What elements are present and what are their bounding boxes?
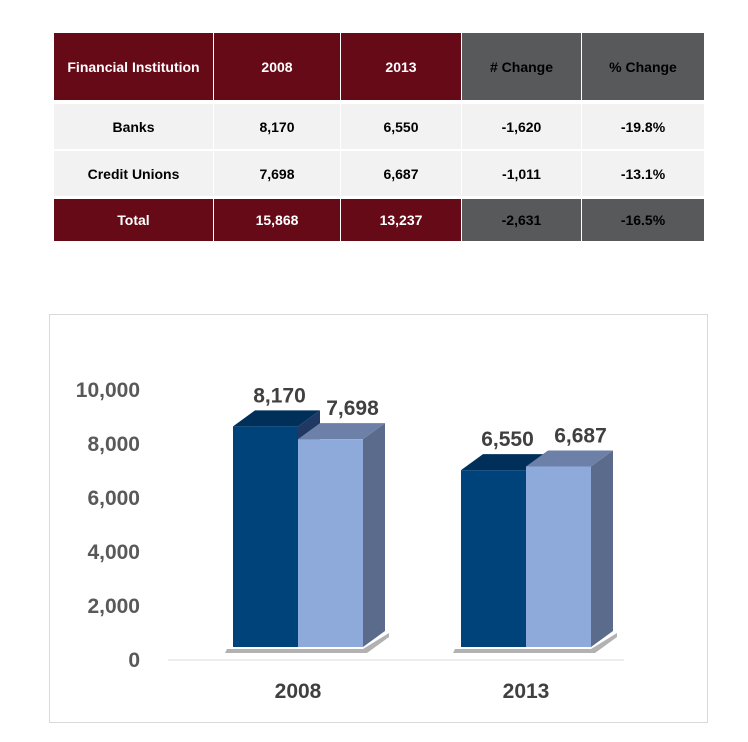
data-label: 7,698 xyxy=(326,397,379,420)
bar-side xyxy=(363,423,385,647)
bar-shadow xyxy=(225,633,389,653)
data-label: 6,550 xyxy=(481,428,534,451)
cell: -19.8% xyxy=(582,104,704,149)
cell: -13.1% xyxy=(582,151,704,196)
y-tick-label: 8,000 xyxy=(87,433,140,456)
cell: 6,687 xyxy=(341,151,462,196)
header-institution: Financial Institution xyxy=(54,33,214,100)
bar xyxy=(233,426,298,647)
x-tick-label: 2008 xyxy=(275,680,322,703)
bar xyxy=(526,466,591,647)
table-header-row: Financial Institution 2008 2013 # Change… xyxy=(54,33,704,100)
y-tick-label: 0 xyxy=(128,649,140,672)
data-label: 6,687 xyxy=(554,424,607,447)
bar-top xyxy=(526,450,613,467)
cell: -1,011 xyxy=(462,151,582,196)
bar-chart: 0 2,000 4,000 6,000 8,000 10,000 8,170 7,698 200… xyxy=(49,314,708,723)
cell: Banks xyxy=(54,104,214,149)
bar xyxy=(298,439,363,647)
table-row: Credit Unions 7,698 6,687 -1,011 -13.1% xyxy=(54,151,704,196)
y-tick-label: 10,000 xyxy=(76,379,140,402)
cell: -1,620 xyxy=(462,104,582,149)
bar-side xyxy=(591,450,613,647)
bar-shadow xyxy=(453,633,617,653)
bar-top xyxy=(461,454,548,471)
table-total-row: Total 15,868 13,237 -2,631 -16.5% xyxy=(54,199,704,241)
cell: 15,868 xyxy=(214,199,341,241)
y-tick-label: 4,000 xyxy=(87,541,140,564)
cell: 6,550 xyxy=(341,104,462,149)
cell: Credit Unions xyxy=(54,151,214,196)
header-pct-change: % Change xyxy=(582,33,704,100)
y-tick-label: 6,000 xyxy=(87,487,140,510)
bar xyxy=(461,470,526,647)
header-2008: 2008 xyxy=(214,33,341,100)
header-num-change: # Change xyxy=(462,33,582,100)
x-tick-label: 2013 xyxy=(503,680,550,703)
cell: Total xyxy=(54,199,214,241)
bar-top xyxy=(233,410,320,427)
bar-top xyxy=(298,423,385,440)
header-2013: 2013 xyxy=(341,33,462,100)
cell: 13,237 xyxy=(341,199,462,241)
cell: -16.5% xyxy=(582,199,704,241)
cell: -2,631 xyxy=(462,199,582,241)
chart-svg: 0 2,000 4,000 6,000 8,000 10,000 8,170 7,698 200… xyxy=(76,379,624,703)
cell: 7,698 xyxy=(214,151,341,196)
data-label: 8,170 xyxy=(253,384,306,407)
table-row: Banks 8,170 6,550 -1,620 -19.8% xyxy=(54,104,704,149)
cell: 8,170 xyxy=(214,104,341,149)
y-tick-label: 2,000 xyxy=(87,595,140,618)
